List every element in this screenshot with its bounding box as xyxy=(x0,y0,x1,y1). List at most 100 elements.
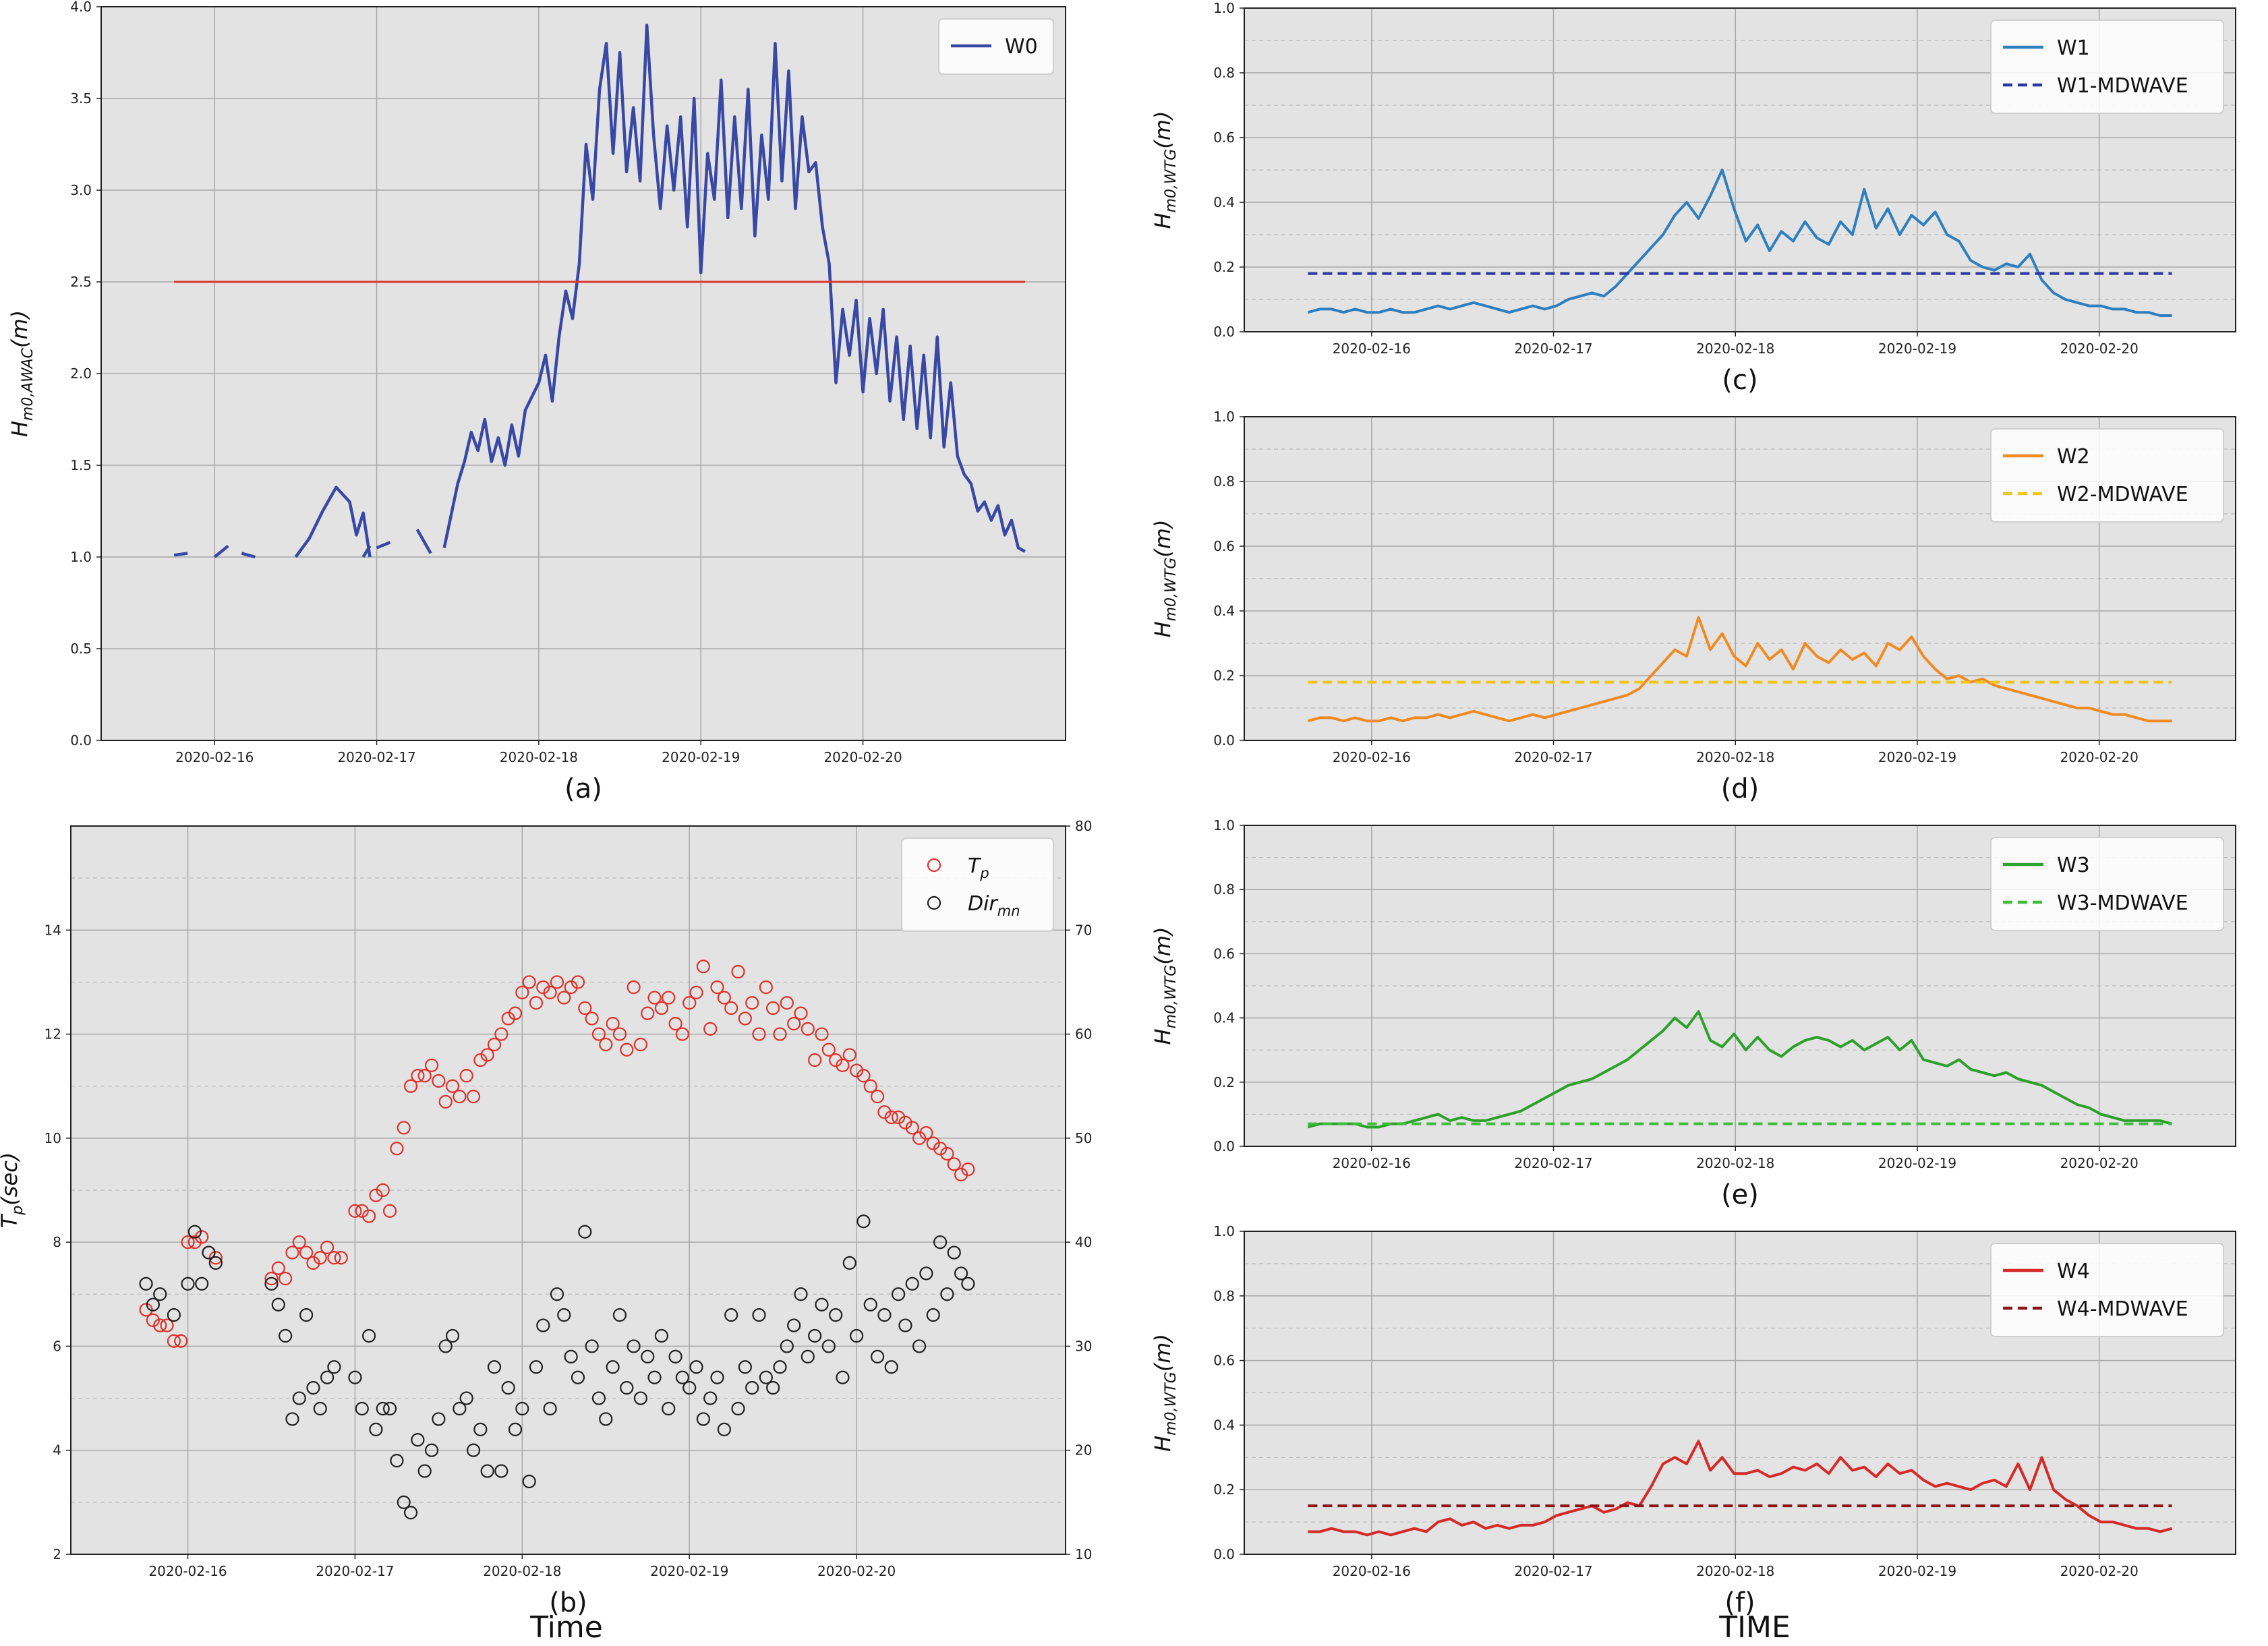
series-dir-mn-point xyxy=(682,1381,697,1395)
series-dir-mn-point xyxy=(773,1360,787,1374)
x-tick-label: 2020-02-20 xyxy=(2060,749,2139,765)
y-tick-label: 14 xyxy=(45,922,61,938)
legend-label: W0 xyxy=(1005,35,1038,59)
x-tick-label: 2020-02-18 xyxy=(1696,341,1774,357)
y-tick-label: 0.2 xyxy=(1213,1074,1235,1090)
series-dir-mn-point xyxy=(898,1318,912,1332)
series-dir-mn-point xyxy=(620,1381,634,1395)
series-t-p-point xyxy=(160,1318,174,1332)
x-tick-label: 2020-02-17 xyxy=(1514,1155,1592,1171)
y2-tick-label: 70 xyxy=(1075,922,1092,938)
series-t-p-point xyxy=(585,1011,599,1026)
y-tick-label: 0.0 xyxy=(1213,324,1235,340)
series-t-p-point xyxy=(654,1001,669,1016)
series-t-p-point xyxy=(187,1235,202,1250)
x-tick-label: 2020-02-19 xyxy=(650,1563,728,1579)
plot-frame xyxy=(1244,416,2236,741)
series-t-p-point xyxy=(271,1261,285,1275)
y-axis-label-main: H xyxy=(7,421,32,437)
series-t-p-point xyxy=(926,1136,940,1150)
series-dir-mn-point xyxy=(947,1245,961,1260)
y-axis-label-unit: (sec) xyxy=(0,1152,22,1206)
series-dir-mn-point xyxy=(195,1276,209,1291)
y-tick-label: 0.6 xyxy=(1213,129,1235,146)
series-dir-mn-point xyxy=(327,1360,341,1374)
series-t-p-point xyxy=(508,1006,523,1020)
series-t-p-point xyxy=(801,1022,815,1036)
legend-box xyxy=(1990,428,2224,523)
y-tick-label: 4 xyxy=(53,1442,61,1459)
series-t-p-point xyxy=(836,1058,850,1072)
series-w0-line xyxy=(294,486,372,558)
y-axis-label-main: H xyxy=(1150,212,1175,229)
series-dir-mn-point xyxy=(787,1318,801,1332)
bottom-xlabel-right: TIME xyxy=(1718,1610,1791,1645)
series-dir-mn-point xyxy=(801,1349,815,1363)
chart-panel-f: 0.0 0.2 0.4 0.6 0.8 1.0 2020-02-16 2020-02-17 20… xyxy=(1150,1223,2236,1618)
series-dir-mn-point xyxy=(912,1339,927,1353)
series-dir-mn-point xyxy=(703,1391,718,1405)
series-t-p-point xyxy=(146,1313,160,1327)
series-dir-mn-point xyxy=(376,1401,390,1416)
y2-tick-label: 50 xyxy=(1075,1130,1092,1146)
series-t-p-point xyxy=(662,991,676,1005)
series-dir-mn-point xyxy=(187,1225,202,1239)
series-dir-mn-point xyxy=(550,1287,564,1301)
x-tick-label: 2020-02-19 xyxy=(1878,749,1956,765)
y-axis-label-sub: m0,WTG xyxy=(1163,965,1180,1029)
x-tick-label: 2020-02-17 xyxy=(1514,1563,1592,1579)
series-dir-mn-point xyxy=(717,1422,731,1436)
series-dir-mn-point xyxy=(390,1454,404,1468)
y-tick-label: 0.8 xyxy=(1213,473,1235,490)
series-t-p-point xyxy=(292,1235,306,1250)
series-dir-mn-point xyxy=(153,1287,167,1301)
y-axis-label: Hm0,WTG(m) xyxy=(1150,927,1180,1045)
series-t-p-point xyxy=(522,975,536,989)
y-tick-label: 0.2 xyxy=(1213,668,1235,684)
y-axis-label-unit: (m) xyxy=(1150,927,1175,965)
series-t-p-point xyxy=(299,1245,314,1260)
series-dir-mn-point xyxy=(933,1235,948,1250)
series-t-p-point xyxy=(863,1079,877,1093)
series-t-p-point xyxy=(759,980,773,995)
y2-tick-label: 60 xyxy=(1075,1026,1092,1042)
plot-frame xyxy=(100,6,1066,741)
series-dir-mn-point xyxy=(654,1328,669,1343)
y-tick-label: 2.0 xyxy=(70,365,92,382)
series-dir-mn-point xyxy=(696,1412,710,1426)
series-dir-mn-point xyxy=(445,1328,460,1343)
series-t-p-point xyxy=(668,1017,682,1031)
y-tick-label: 1.0 xyxy=(1213,1223,1235,1239)
series-t-p-point xyxy=(403,1079,418,1093)
series-dir-mn-point xyxy=(279,1328,293,1343)
series-dir-mn-point xyxy=(766,1381,780,1395)
series-dir-mn-point xyxy=(836,1370,850,1384)
y-axis-label-unit: (m) xyxy=(7,310,32,348)
x-tick-label: 2020-02-19 xyxy=(1878,341,1956,357)
legend-label: W2-MDWAVE xyxy=(2057,483,2188,506)
x-tick-label: 2020-02-16 xyxy=(148,1563,227,1579)
series-dir-mn-point xyxy=(466,1443,481,1457)
legend-label-main: Dir xyxy=(968,892,998,916)
series-dir-mn-point xyxy=(647,1370,662,1384)
legend-label: W1 xyxy=(2057,36,2090,60)
series-t-p-point xyxy=(390,1142,404,1156)
legend-label-sub: p xyxy=(979,865,989,881)
series-t-p-point xyxy=(815,1027,829,1041)
series-dir-mn-point xyxy=(892,1287,906,1301)
series-dir-mn-point xyxy=(606,1360,620,1374)
series-t-p-point xyxy=(279,1272,293,1286)
series-dir-mn-point xyxy=(954,1266,968,1281)
y2-tick-label: 20 xyxy=(1075,1442,1092,1459)
chart-panel-b: 2 4 6 8 10 12 14 2020-02-16 2020-02-17 2020-02-18… xyxy=(0,818,1092,1618)
series-t-p-point xyxy=(411,1069,425,1083)
y-axis-label-unit: (m) xyxy=(1150,111,1175,149)
x-tick-label: 2020-02-16 xyxy=(1333,1155,1411,1171)
bottom-xlabel-left: Time xyxy=(529,1610,603,1645)
legend-box xyxy=(1990,1243,2224,1337)
y2-tick-label: 10 xyxy=(1075,1546,1092,1562)
legend-label: Dirmn xyxy=(968,892,1020,919)
legend-label: W2 xyxy=(2057,445,2090,469)
series-t-p-point xyxy=(181,1235,195,1250)
series-w2-line xyxy=(1307,616,2172,723)
